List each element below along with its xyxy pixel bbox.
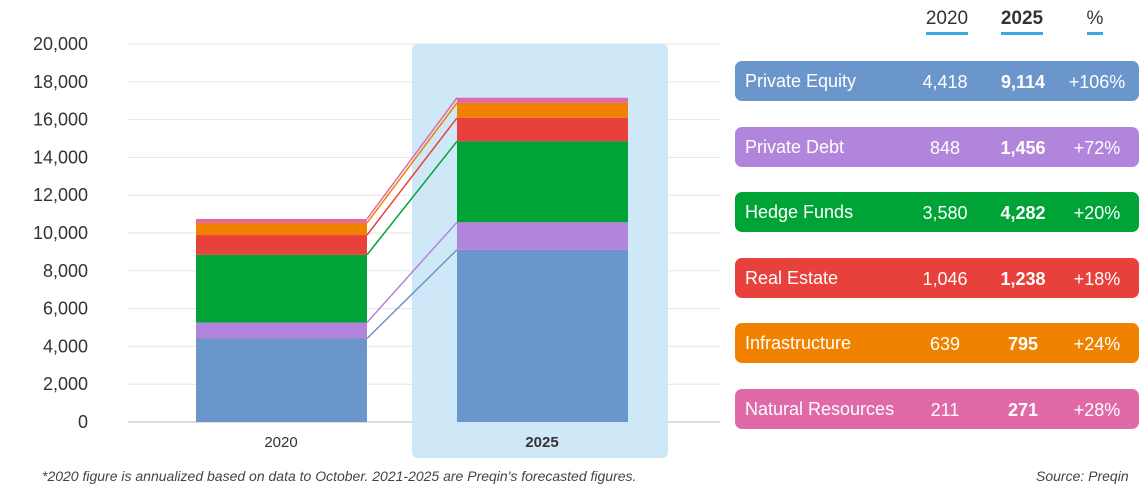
value-2025: 1,238 xyxy=(1000,269,1046,289)
y-tick-label: 2,000 xyxy=(43,374,88,394)
bar-segment-natural-resources-2025 xyxy=(457,97,628,103)
bar-segment-private-debt-2020 xyxy=(196,322,367,339)
header-percent: % xyxy=(1070,8,1120,35)
y-tick-label: 14,000 xyxy=(33,147,88,167)
bar-segment-private-equity-2025 xyxy=(457,249,628,422)
y-tick-label: 12,000 xyxy=(33,185,88,205)
legend-row-hedge-funds: Hedge Funds 3,580 4,282 +20% xyxy=(735,192,1139,232)
series-name: Infrastructure xyxy=(745,333,852,353)
y-tick-label: 20,000 xyxy=(33,34,88,54)
value-2020: 848 xyxy=(929,138,961,158)
y-tick-label: 8,000 xyxy=(43,261,88,281)
value-2025: 1,456 xyxy=(1000,138,1046,158)
legend-row-private-debt: Private Debt 848 1,456 +72% xyxy=(735,127,1139,167)
percent-change: +72% xyxy=(1073,138,1121,158)
bar-segment-natural-resources-2020 xyxy=(196,218,367,223)
series-name: Private Equity xyxy=(745,71,857,91)
legend-row-real-estate: Real Estate 1,046 1,238 +18% xyxy=(735,258,1139,298)
legend-row-infrastructure: Infrastructure 639 795 +24% xyxy=(735,323,1139,363)
percent-change: +106% xyxy=(1068,72,1126,92)
y-tick-label: 16,000 xyxy=(33,110,88,130)
value-2025: 795 xyxy=(1007,334,1039,354)
percent-change: +18% xyxy=(1073,269,1121,289)
percent-change: +28% xyxy=(1073,400,1121,420)
series-name: Hedge Funds xyxy=(745,202,854,222)
y-tick-label: 6,000 xyxy=(43,299,88,319)
value-2020: 3,580 xyxy=(922,203,968,223)
y-tick-label: 10,000 xyxy=(33,223,88,243)
value-2020: 4,418 xyxy=(922,72,968,92)
percent-change: +24% xyxy=(1073,334,1121,354)
header-2020: 2020 xyxy=(915,8,979,35)
bar-segment-hedge-funds-2025 xyxy=(457,141,628,223)
bar-segment-infrastructure-2025 xyxy=(457,102,628,118)
bar-segment-private-debt-2025 xyxy=(457,222,628,250)
y-axis-ticks: 0 2,000 4,000 6,000 8,000 10,000 12,000 14,000 1… xyxy=(33,34,88,432)
y-tick-label: 0 xyxy=(78,412,88,432)
percent-change: +20% xyxy=(1073,203,1121,223)
series-name: Private Debt xyxy=(745,137,845,157)
x-category-label: 2025 xyxy=(525,434,558,451)
value-2020: 211 xyxy=(930,400,960,420)
x-axis-labels: 2020 2025 xyxy=(264,434,558,451)
connector-lines xyxy=(366,97,458,340)
stacked-bar-chart: 0 2,000 4,000 6,000 8,000 10,000 12,000 14,000 1… xyxy=(33,34,720,458)
bar-segment-infrastructure-2020 xyxy=(196,222,367,236)
bars xyxy=(196,97,628,422)
series-name: Natural Resources xyxy=(745,399,895,419)
value-2020: 639 xyxy=(929,334,961,354)
legend-row-private-equity: Private Equity 4,418 9,114 +106% xyxy=(735,61,1139,101)
header-2025: 2025 xyxy=(990,8,1054,35)
legend-row-natural-resources: Natural Resources 211 271 +28% xyxy=(735,389,1139,429)
series-name: Real Estate xyxy=(745,268,839,288)
bar-segment-hedge-funds-2020 xyxy=(196,254,367,323)
bar-segment-real-estate-2025 xyxy=(457,117,628,142)
connector-private-equity xyxy=(366,249,458,340)
source-note: Source: Preqin xyxy=(1036,468,1129,484)
connector-natural-resources xyxy=(366,97,458,220)
bar-segment-real-estate-2020 xyxy=(196,235,367,255)
connector-real-estate xyxy=(366,117,458,236)
value-2025: 9,114 xyxy=(1000,72,1046,92)
footnote: *2020 figure is annualized based on data… xyxy=(42,468,637,484)
value-2025: 4,282 xyxy=(1000,203,1046,223)
bar-segment-private-equity-2020 xyxy=(196,338,367,422)
y-tick-label: 18,000 xyxy=(33,72,88,92)
connector-infrastructure xyxy=(366,102,458,224)
y-tick-label: 4,000 xyxy=(43,336,88,356)
connector-hedge-funds xyxy=(366,140,458,256)
x-category-label: 2020 xyxy=(264,434,297,451)
value-2025: 271 xyxy=(1007,400,1039,420)
connector-private-debt xyxy=(366,221,458,323)
value-2020: 1,046 xyxy=(922,269,968,289)
